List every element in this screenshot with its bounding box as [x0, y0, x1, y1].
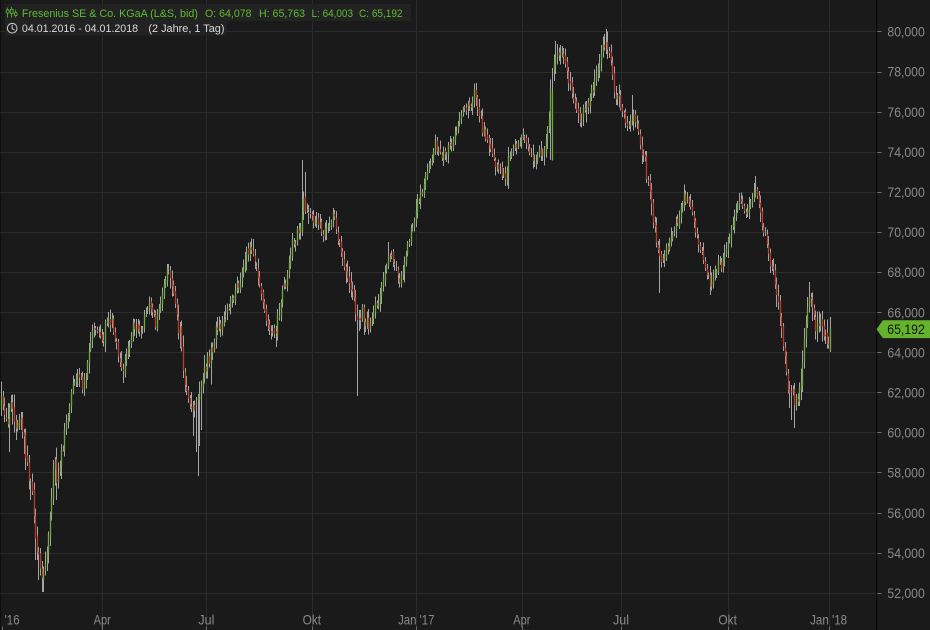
svg-text:54,000: 54,000 [887, 545, 925, 561]
svg-text:'16: '16 [5, 611, 20, 627]
svg-text:Jan '17: Jan '17 [398, 611, 435, 627]
svg-text:Apr: Apr [513, 611, 530, 627]
svg-text:Okt: Okt [303, 611, 322, 627]
svg-text:O: 64,078: O: 64,078 [205, 8, 252, 20]
svg-text:62,000: 62,000 [887, 385, 925, 401]
svg-text:56,000: 56,000 [887, 505, 925, 521]
svg-text:74,000: 74,000 [887, 144, 925, 160]
svg-text:80,000: 80,000 [887, 24, 925, 40]
svg-text:Jan '18: Jan '18 [810, 611, 847, 627]
svg-text:C: 65,192: C: 65,192 [359, 8, 403, 20]
svg-text:(2 Jahre, 1 Tag): (2 Jahre, 1 Tag) [148, 23, 224, 35]
svg-text:58,000: 58,000 [887, 465, 925, 481]
svg-text:04.01.2016 - 04.01.2018: 04.01.2016 - 04.01.2018 [22, 23, 138, 35]
svg-text:Jul: Jul [198, 611, 214, 627]
svg-text:64,000: 64,000 [887, 344, 925, 360]
svg-text:60,000: 60,000 [887, 425, 925, 441]
svg-text:Fresenius SE & Co. KGaA (L&S,: Fresenius SE & Co. KGaA (L&S, bid) [22, 8, 198, 20]
svg-text:52,000: 52,000 [887, 585, 925, 601]
svg-text:65,192: 65,192 [887, 321, 925, 337]
svg-text:78,000: 78,000 [887, 64, 925, 80]
svg-text:68,000: 68,000 [887, 264, 925, 280]
svg-text:Jul: Jul [613, 611, 629, 627]
svg-text:76,000: 76,000 [887, 104, 925, 120]
svg-text:70,000: 70,000 [887, 224, 925, 240]
svg-text:66,000: 66,000 [887, 304, 925, 320]
svg-text:72,000: 72,000 [887, 184, 925, 200]
svg-text:Apr: Apr [94, 611, 111, 627]
svg-text:H: 65,763: H: 65,763 [259, 8, 305, 20]
svg-text:Okt: Okt [718, 611, 737, 627]
svg-text:L: 64,003: L: 64,003 [312, 8, 354, 20]
